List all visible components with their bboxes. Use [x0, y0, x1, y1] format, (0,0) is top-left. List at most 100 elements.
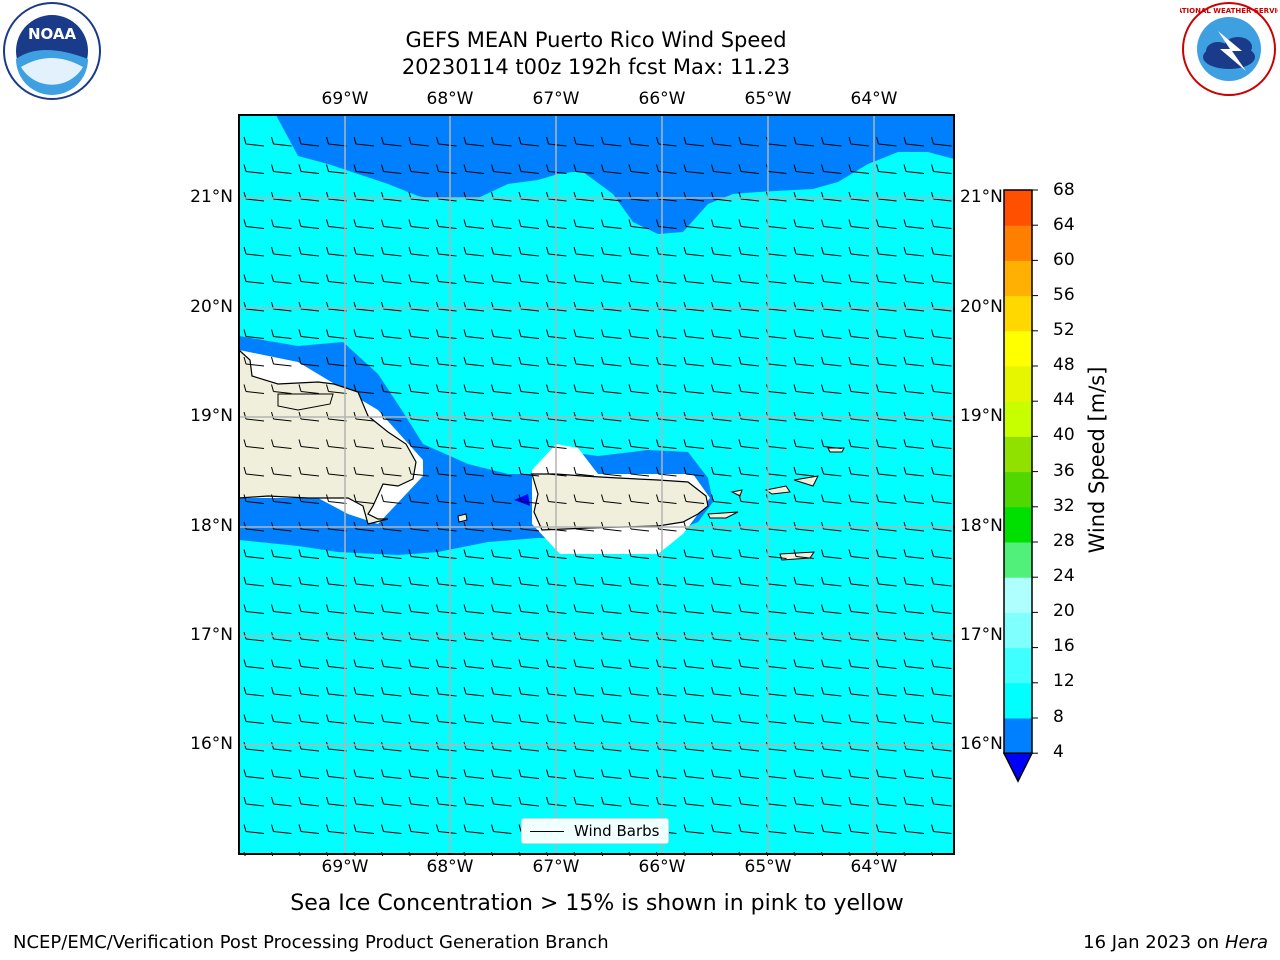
- wind-barb: [931, 521, 952, 532]
- wind-barb: [628, 384, 650, 394]
- legend-label: Wind Barbs: [574, 822, 660, 840]
- wind-barb: [408, 686, 430, 697]
- svg-text:NATIONAL WEATHER SERVICE: NATIONAL WEATHER SERVICE: [1180, 7, 1278, 15]
- wind-barb: [298, 576, 320, 587]
- wind-barb: [876, 219, 897, 229]
- wind-barb: [903, 466, 925, 477]
- wind-barb: [683, 246, 705, 257]
- wind-barb: [573, 274, 595, 284]
- wind-barb: [408, 659, 430, 669]
- wind-barb: [436, 521, 457, 532]
- wind-barb: [931, 219, 952, 229]
- lon-label-top: 65°W: [744, 89, 792, 109]
- wind-barb: [353, 246, 375, 257]
- wind-barb: [518, 604, 540, 614]
- wind-barb: [463, 356, 485, 367]
- wind-barb: [683, 686, 705, 697]
- wind-barb: [793, 769, 815, 779]
- wind-barb: [243, 329, 265, 339]
- wind-barb: [436, 796, 457, 807]
- wind-barb: [243, 466, 265, 477]
- wind-barb: [931, 769, 952, 779]
- wind-barb: [711, 604, 732, 614]
- wind-barb: [463, 494, 485, 504]
- wind-barb: [298, 796, 320, 807]
- lat-label-right: 20°N: [960, 297, 1003, 317]
- wind-barb: [628, 714, 650, 724]
- wind-barb: [903, 219, 925, 229]
- wind-barb: [876, 411, 897, 422]
- wind-barb: [243, 136, 265, 147]
- wind-barb: [381, 466, 402, 477]
- wind-barb: [793, 219, 815, 229]
- wind-barb: [546, 136, 567, 147]
- wind-barb: [463, 274, 485, 284]
- lat-label-left: 19°N: [190, 406, 233, 426]
- wind-barb: [876, 384, 897, 394]
- wind-barb: [931, 659, 952, 669]
- wind-barb: [848, 824, 870, 834]
- colorbar-tick: 16: [1053, 636, 1075, 656]
- wind-barb: [463, 219, 485, 229]
- wind-barb: [738, 329, 760, 339]
- wind-barb: [821, 274, 842, 284]
- lon-label-bottom: 64°W: [850, 857, 898, 877]
- wind-barb: [271, 466, 292, 477]
- wind-barb: [518, 549, 540, 559]
- lon-label-bottom: 66°W: [638, 857, 686, 877]
- wind-barb: [546, 411, 567, 422]
- wind-barb: [463, 714, 485, 724]
- wind-barb: [436, 549, 457, 559]
- wind-barb: [738, 164, 760, 174]
- wind-barb: [793, 411, 815, 422]
- wind-barb: [903, 274, 925, 284]
- wind-barb: [326, 824, 347, 834]
- wind-barb: [573, 411, 595, 422]
- wind-barb: [326, 714, 347, 724]
- wind-barb: [408, 329, 430, 339]
- wind-barb: [491, 246, 512, 257]
- wind-barb: [711, 384, 732, 394]
- wind-barb: [463, 384, 485, 394]
- wind-barb: [546, 796, 567, 807]
- wind-barb: [381, 604, 402, 614]
- wind-barb: [793, 164, 815, 174]
- wind-barb: [353, 136, 375, 147]
- wind-barb: [491, 466, 512, 477]
- wind-barb: [738, 521, 760, 532]
- wind-barb: [848, 384, 870, 394]
- wind-barb: [326, 796, 347, 807]
- wind-barb: [793, 686, 815, 697]
- wind-barb: [271, 136, 292, 147]
- wind-barb: [793, 329, 815, 339]
- wind-barb: [601, 576, 622, 587]
- wind-barb: [326, 246, 347, 257]
- wind-barb: [353, 659, 375, 669]
- wind-barb: [408, 246, 430, 257]
- wind-barb: [738, 219, 760, 229]
- wind-barb: [683, 769, 705, 779]
- wind-barb: [821, 796, 842, 807]
- wind-barb: [381, 329, 402, 339]
- wind-barb: [903, 246, 925, 257]
- chart-title: GEFS MEAN Puerto Rico Wind Speed: [405, 28, 787, 52]
- wind-barb: [243, 439, 265, 449]
- wind-barb: [243, 356, 265, 367]
- wind-barb: [848, 164, 870, 174]
- wind-barb: [821, 604, 842, 614]
- wind-barb: [903, 796, 925, 807]
- wind-barb: [848, 136, 870, 147]
- wind-barb: [463, 329, 485, 339]
- wind-barb: [353, 164, 375, 174]
- wind-barb: [491, 659, 512, 669]
- wind-barb: [738, 604, 760, 614]
- wind-barb: [683, 466, 705, 477]
- wind-barb: [271, 384, 292, 394]
- wind-barb: [601, 356, 622, 367]
- virgin-island-a: [764, 485, 791, 495]
- wind-barb: [243, 521, 265, 532]
- wind-barb: [271, 411, 292, 422]
- wind-barb: [408, 576, 430, 587]
- wind-barb: [793, 796, 815, 807]
- wind-barb: [876, 549, 897, 559]
